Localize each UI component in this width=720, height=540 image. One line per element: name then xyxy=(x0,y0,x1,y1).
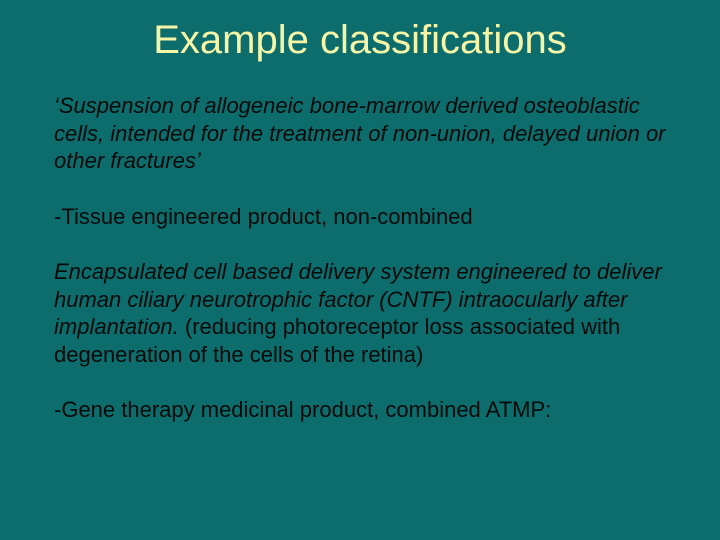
example-2-classification: -Gene therapy medicinal product, combine… xyxy=(54,396,666,424)
example-2-description: Encapsulated cell based delivery system … xyxy=(54,258,666,368)
example-1-classification: -Tissue engineered product, non-combined xyxy=(54,203,666,231)
slide-title: Example classifications xyxy=(54,18,666,62)
example-1-description: ‘Suspension of allogeneic bone-marrow de… xyxy=(54,92,666,175)
